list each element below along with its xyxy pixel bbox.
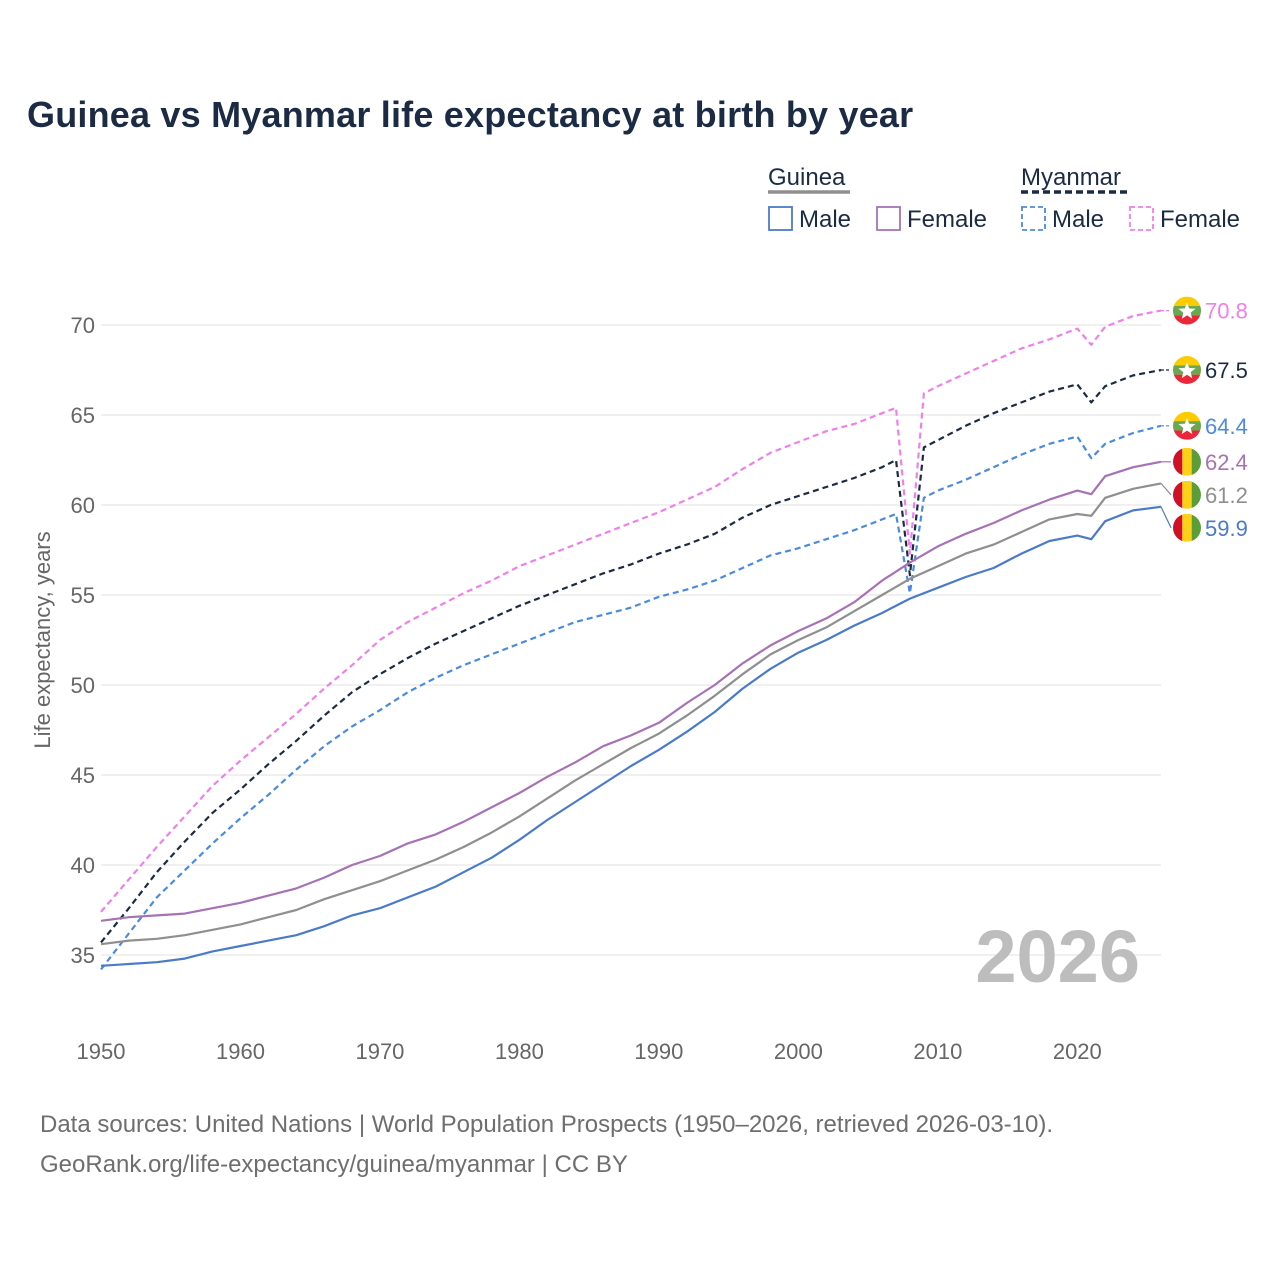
x-tick-label: 2020 — [1053, 1039, 1102, 1064]
x-tick-label: 1980 — [495, 1039, 544, 1064]
source-link[interactable]: GeoRank.org/life-expectancy/guinea/myanm… — [40, 1151, 628, 1178]
legend-group-guinea: Guinea — [768, 164, 846, 191]
flag-guinea-icon — [1173, 513, 1201, 542]
series-line-myanmar-male — [100, 424, 1162, 971]
legend-swatch — [768, 206, 793, 231]
end-value-label: 67.5 — [1205, 358, 1248, 383]
x-tick-label: 1960 — [216, 1039, 265, 1064]
legend-item-label: Male — [799, 206, 851, 233]
legend-group-myanmar: Myanmar — [1021, 164, 1121, 191]
legend-item-label: Female — [907, 206, 987, 233]
y-tick-label: 55 — [71, 583, 95, 608]
y-tick-label: 70 — [71, 313, 95, 338]
data-source-note[interactable]: Data sources: United Nations | World Pop… — [40, 1111, 1054, 1138]
end-value-label: 64.4 — [1205, 414, 1248, 439]
end-connector — [1160, 483, 1172, 496]
flag-myanmar-icon — [1173, 356, 1201, 384]
y-tick-label: 50 — [71, 673, 95, 698]
legend-item-label: Male — [1052, 206, 1104, 233]
end-value-label: 62.4 — [1205, 450, 1248, 475]
end-value-label: 59.9 — [1205, 516, 1248, 541]
chart-title: Guinea vs Myanmar life expectancy at bir… — [27, 94, 914, 135]
series-line-myanmar-female — [100, 309, 1162, 913]
x-tick-label: 1950 — [77, 1039, 126, 1064]
y-tick-label: 35 — [71, 943, 95, 968]
legend-swatch — [1021, 206, 1046, 231]
y-axis-label: Life expectancy, years — [30, 531, 55, 748]
flag-myanmar-icon — [1173, 411, 1201, 440]
end-value-label: 70.8 — [1205, 299, 1248, 324]
flag-guinea-icon — [1173, 480, 1201, 509]
flag-myanmar-icon — [1173, 296, 1201, 325]
series-line-guinea-total — [100, 482, 1162, 946]
y-tick-label: 65 — [71, 403, 95, 428]
y-tick-label: 45 — [71, 763, 95, 788]
y-tick-label: 60 — [71, 493, 95, 518]
x-tick-label: 2010 — [913, 1039, 962, 1064]
year-watermark: 2026 — [975, 915, 1140, 998]
x-tick-label: 1990 — [634, 1039, 683, 1064]
x-tick-label: 1970 — [355, 1039, 404, 1064]
series-line-guinea-female — [100, 460, 1162, 922]
end-connector — [1160, 506, 1172, 529]
end-value-label: 61.2 — [1205, 483, 1248, 508]
y-tick-label: 40 — [71, 853, 95, 878]
legend-swatch — [1129, 206, 1154, 231]
legend-swatch — [876, 206, 901, 231]
x-tick-label: 2000 — [774, 1039, 823, 1064]
series-line-guinea-male — [100, 505, 1162, 967]
flag-guinea-icon — [1173, 447, 1201, 476]
chart-footer: Data sources: United Nations | World Pop… — [40, 1105, 1053, 1185]
series-line-myanmar-total — [100, 368, 1162, 944]
legend-item-label: Female — [1160, 206, 1240, 233]
